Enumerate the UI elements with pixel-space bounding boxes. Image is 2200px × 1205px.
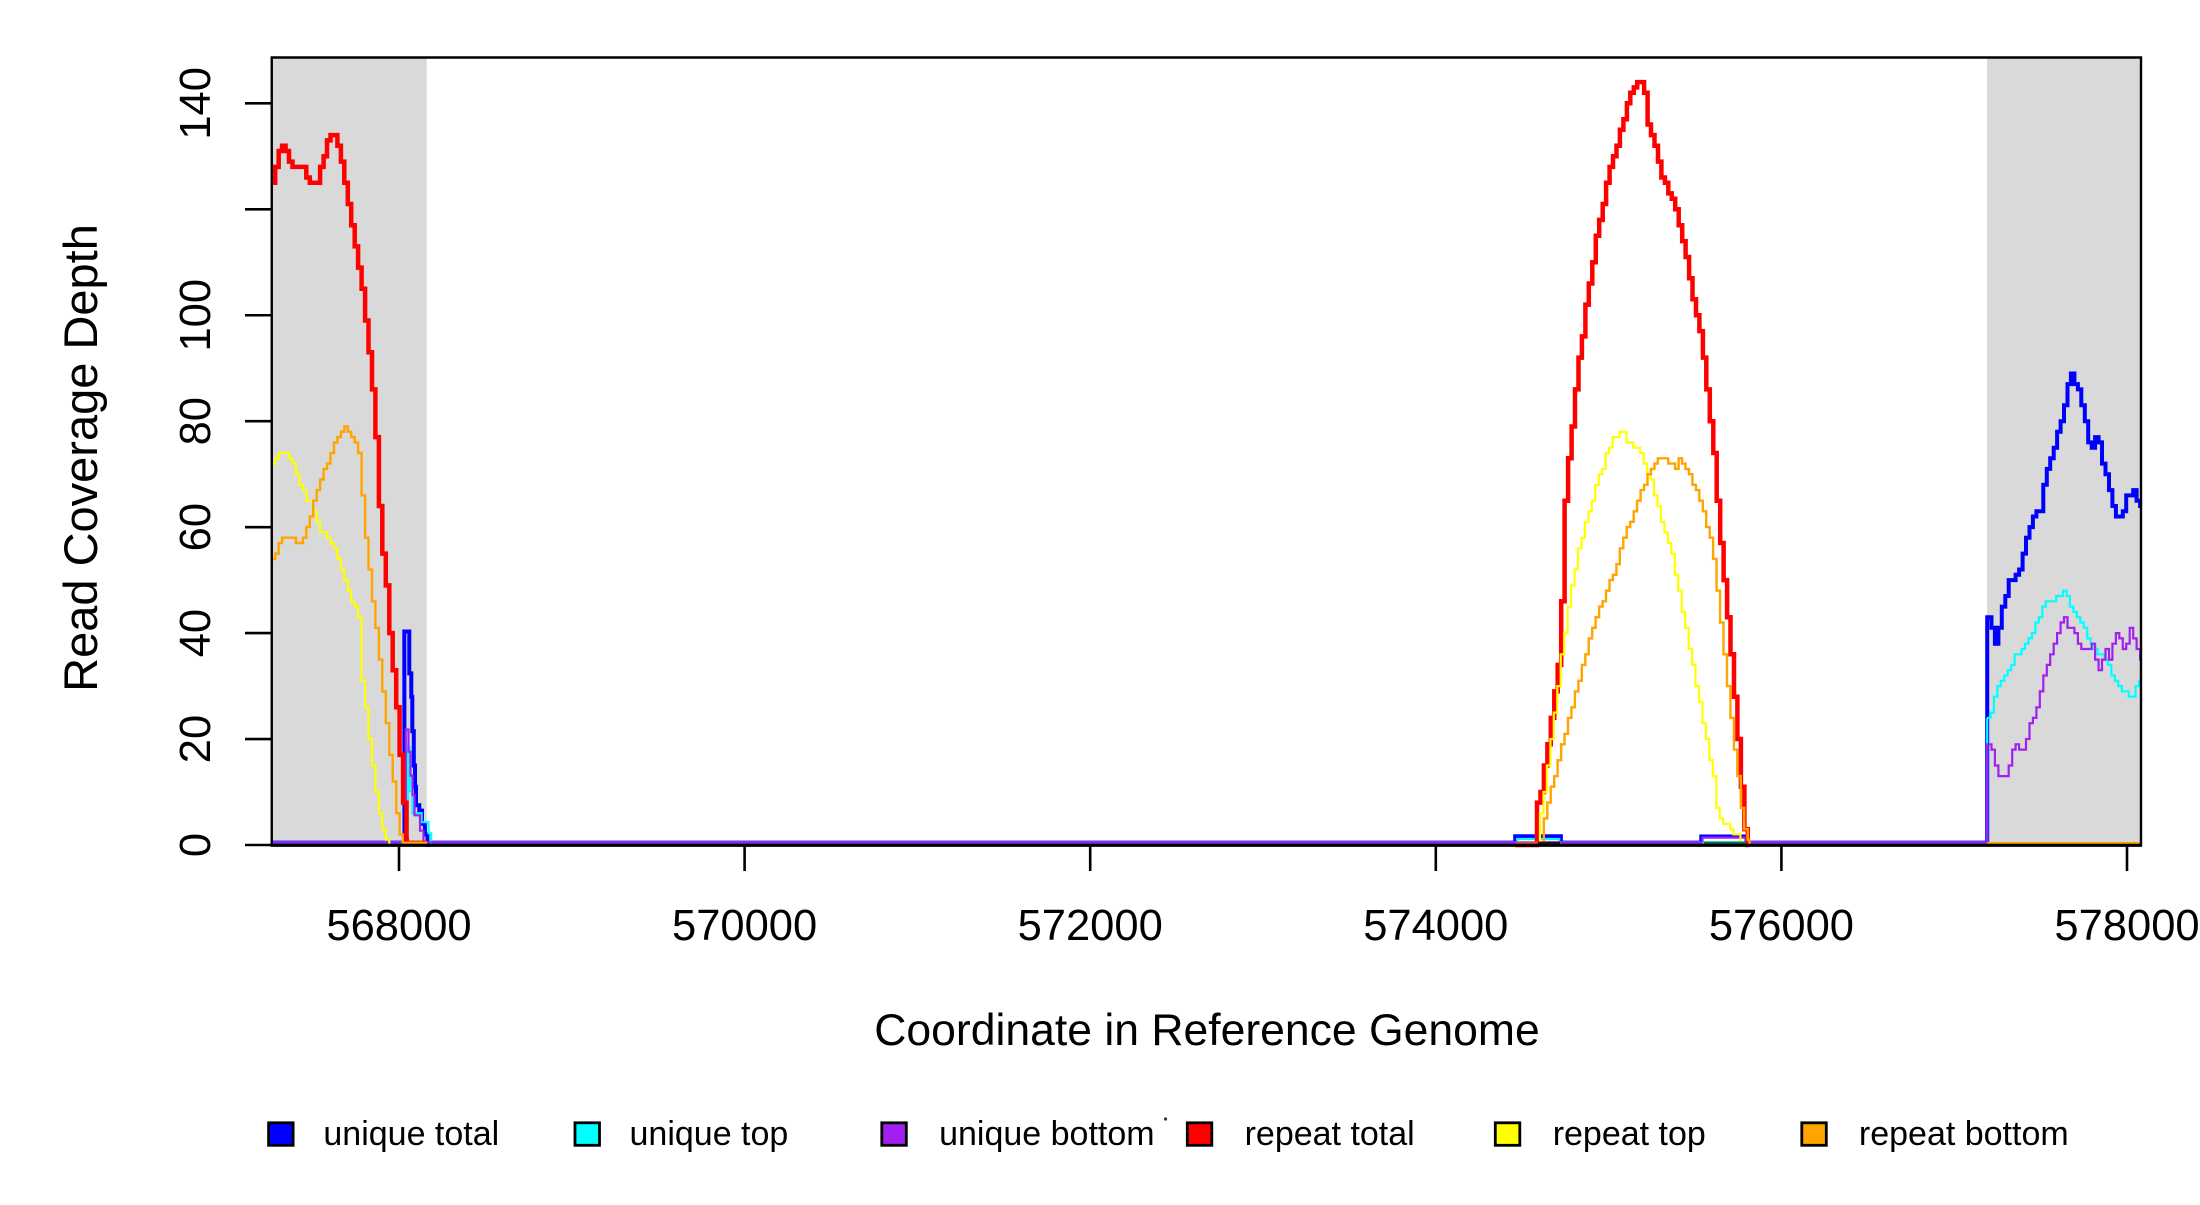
svg-text:repeat bottom: repeat bottom bbox=[1859, 1115, 2069, 1153]
svg-text:unique total: unique total bbox=[323, 1115, 499, 1153]
svg-text:0: 0 bbox=[172, 833, 220, 857]
svg-text:repeat total: repeat total bbox=[1245, 1115, 1415, 1153]
svg-text:repeat top: repeat top bbox=[1553, 1115, 1706, 1153]
svg-text:20: 20 bbox=[172, 715, 220, 763]
svg-text:unique bottom: unique bottom bbox=[939, 1115, 1155, 1153]
svg-text:40: 40 bbox=[172, 609, 220, 657]
svg-text:578000: 578000 bbox=[2054, 902, 2199, 950]
svg-text:570000: 570000 bbox=[672, 902, 817, 950]
svg-text:Read Coverage Depth: Read Coverage Depth bbox=[54, 224, 107, 692]
svg-text:80: 80 bbox=[172, 397, 220, 445]
svg-text:Coordinate in Reference Genome: Coordinate in Reference Genome bbox=[874, 1006, 1539, 1055]
svg-text:568000: 568000 bbox=[326, 902, 471, 950]
svg-text:576000: 576000 bbox=[1709, 902, 1854, 950]
svg-text:100: 100 bbox=[172, 279, 220, 352]
svg-text:unique top: unique top bbox=[630, 1115, 789, 1153]
svg-text:140: 140 bbox=[172, 67, 220, 140]
svg-text:60: 60 bbox=[172, 503, 220, 551]
svg-text:572000: 572000 bbox=[1018, 902, 1163, 950]
svg-text:574000: 574000 bbox=[1363, 902, 1508, 950]
